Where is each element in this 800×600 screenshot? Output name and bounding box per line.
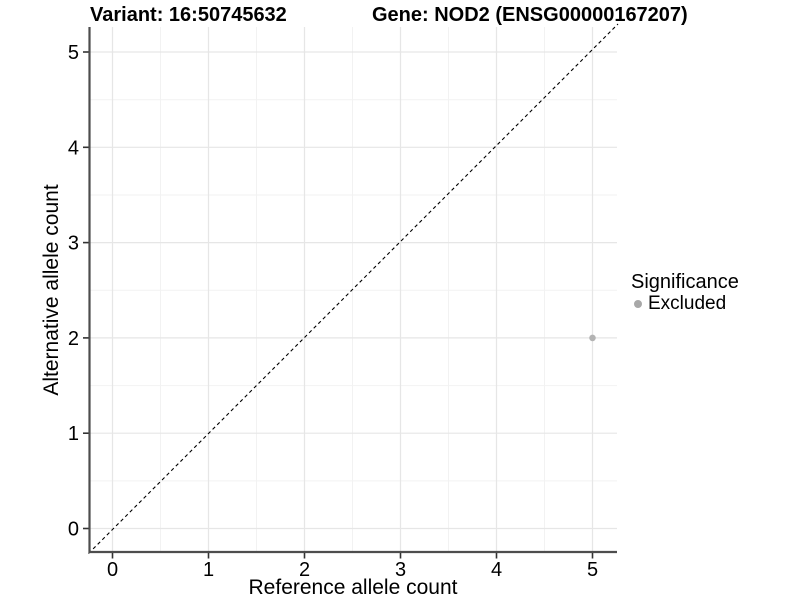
major-gridlines xyxy=(88,27,617,552)
y-tick-labels: 0 1 2 3 4 5 xyxy=(68,42,79,541)
legend: Significance Excluded xyxy=(631,271,739,314)
chart-title-variant: Variant: 16:50745632 xyxy=(90,4,287,26)
data-points xyxy=(589,334,596,342)
chart-title-gene: Gene: NOD2 (ENSG00000167207) xyxy=(372,4,688,26)
y-tick-label: 0 xyxy=(68,519,79,541)
legend-point-icon xyxy=(634,299,642,308)
legend-item-label: Excluded xyxy=(648,293,727,314)
tick-marks xyxy=(83,51,594,559)
y-tick-label: 5 xyxy=(68,42,79,64)
legend-item-excluded: Excluded xyxy=(631,293,739,314)
y-tick-label: 4 xyxy=(68,137,79,159)
x-axis-title: Reference allele count xyxy=(249,576,458,599)
identity-reference-line xyxy=(88,23,619,554)
data-point xyxy=(589,334,596,342)
y-tick-label: 3 xyxy=(68,233,79,255)
x-tick-label: 5 xyxy=(587,559,598,581)
y-axis-title: Alternative allele count xyxy=(40,184,63,395)
x-tick-label: 1 xyxy=(203,559,214,581)
x-tick-label: 0 xyxy=(107,559,118,581)
x-tick-label: 2 xyxy=(299,559,310,581)
x-tick-labels: 0 1 2 3 4 5 xyxy=(107,559,598,581)
y-tick-label: 1 xyxy=(68,423,79,445)
x-tick-label: 4 xyxy=(491,559,502,581)
y-tick-label: 2 xyxy=(68,328,79,350)
axis-lines xyxy=(88,27,617,554)
minor-gridlines xyxy=(88,27,617,552)
legend-title: Significance xyxy=(631,271,739,293)
x-tick-label: 3 xyxy=(395,559,406,581)
